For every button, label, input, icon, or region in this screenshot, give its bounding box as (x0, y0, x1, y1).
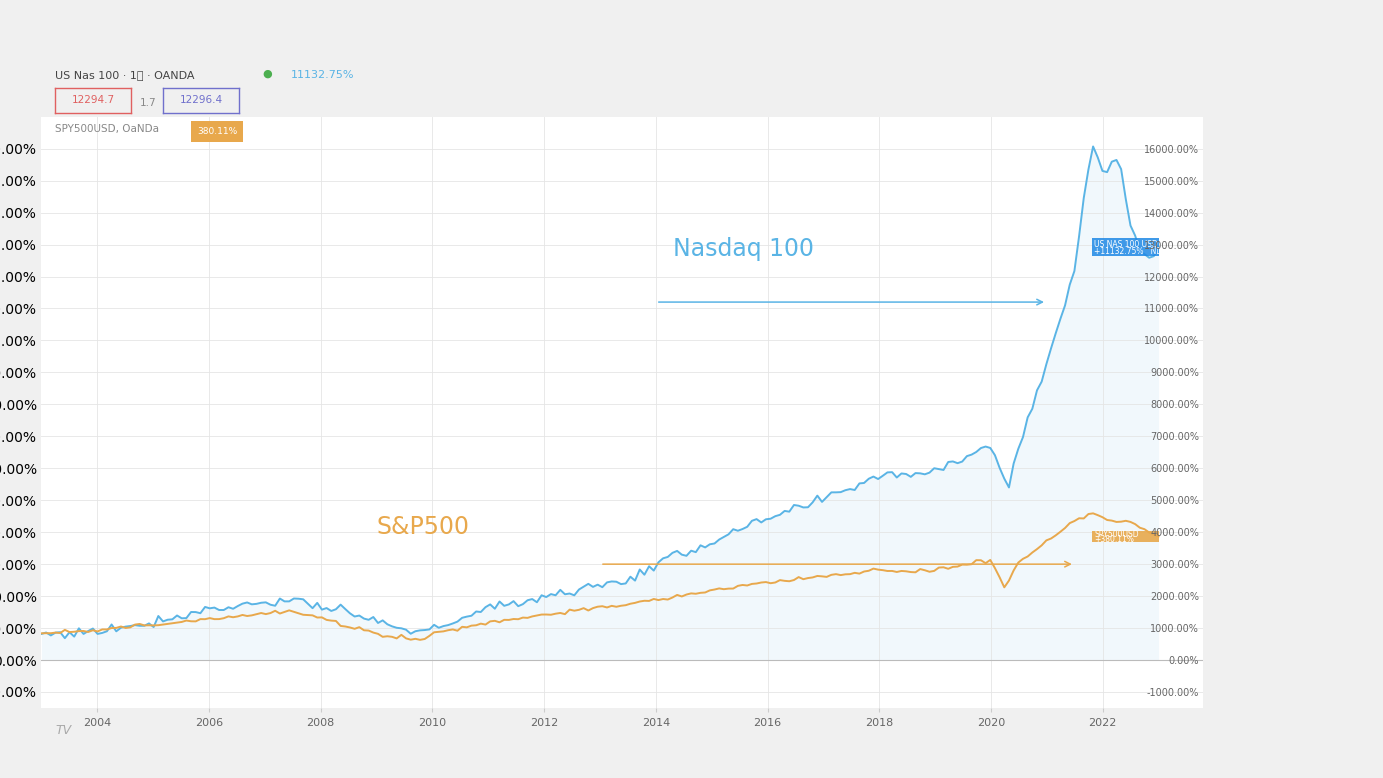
Text: S&P500: S&P500 (376, 514, 470, 538)
Text: 11132.75%: 11132.75% (290, 70, 354, 80)
Text: 380.11%: 380.11% (196, 127, 238, 136)
Text: Nasdaq 100: Nasdaq 100 (672, 237, 813, 261)
Text: 12294.7: 12294.7 (72, 96, 115, 105)
Text: SPY500USD: SPY500USD (1094, 531, 1140, 539)
Text: US Nas 100 · 1月 · OANDA: US Nas 100 · 1月 · OANDA (55, 70, 195, 80)
Text: ●: ● (263, 68, 272, 79)
Text: +380.11%: +380.11% (1094, 535, 1134, 544)
Text: 1.7: 1.7 (140, 98, 156, 107)
Text: 12296.4: 12296.4 (180, 96, 223, 105)
Text: SPY500USD, OaNDa: SPY500USD, OaNDa (55, 124, 159, 135)
Text: TV: TV (55, 724, 72, 737)
Text: +11132.75%   NDX 1: +11132.75% NDX 1 (1094, 247, 1176, 256)
Text: US NAS 100 USD: US NAS 100 USD (1094, 240, 1158, 249)
